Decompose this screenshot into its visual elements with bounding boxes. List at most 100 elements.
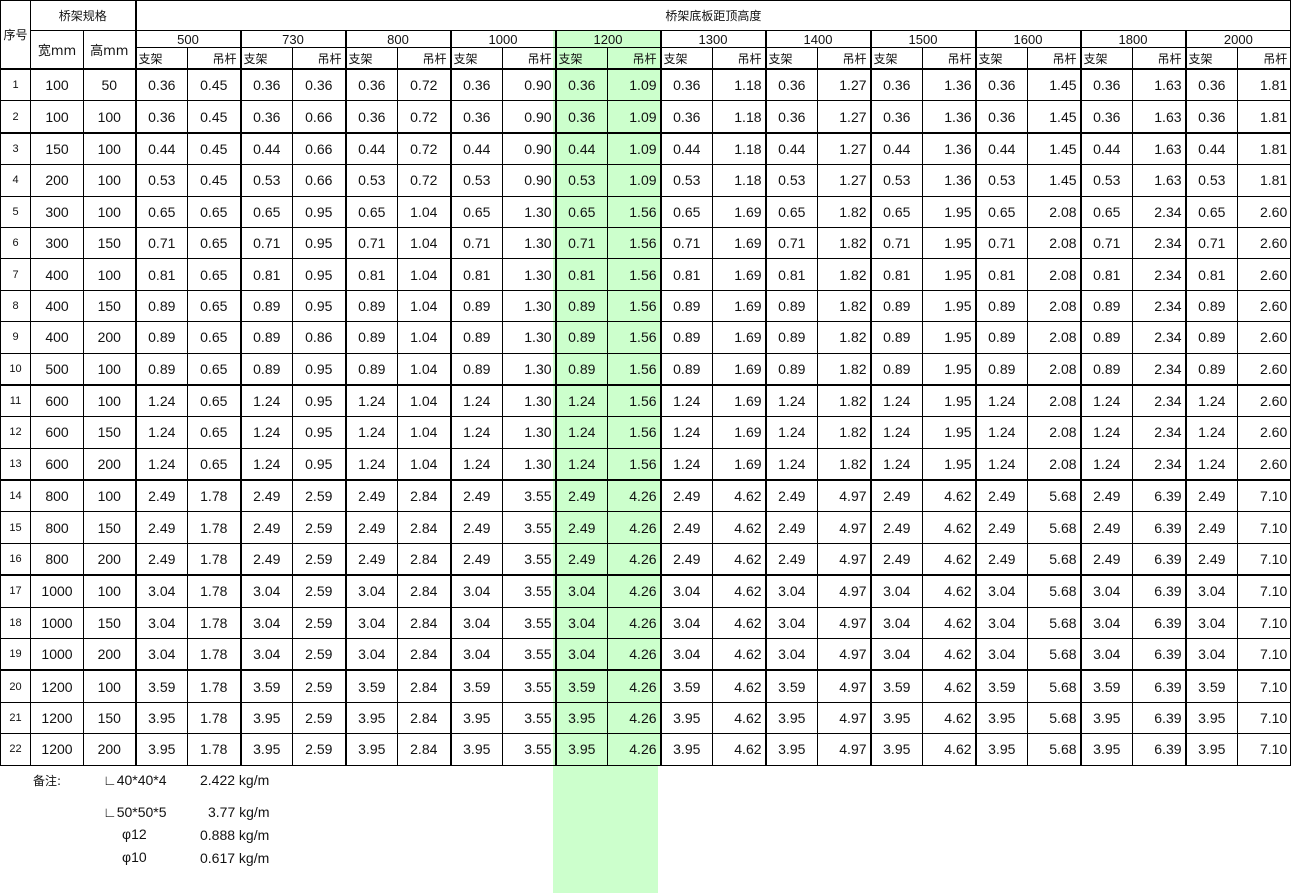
bracket-weight: 0.36	[659, 100, 714, 134]
rod-weight: 2.08	[1027, 447, 1082, 481]
rod-weight: 2.84	[397, 574, 452, 608]
table-row: 19 1000 200 3.04 1.78 3.04 2.59 3.04 2.84 3.04 3.5…	[0, 638, 1291, 671]
rod-weight: 4.97	[817, 479, 872, 513]
bracket-weight: 0.44	[344, 131, 399, 166]
bracket-weight: 0.44	[239, 131, 294, 166]
tray-width: 600	[30, 447, 84, 481]
rod-weight: 1.69	[712, 226, 767, 260]
bracket-weight: 2.49	[134, 479, 189, 513]
bracket-weight: 0.36	[344, 100, 399, 134]
bracket-weight: 1.24	[764, 416, 819, 449]
height-header: 高mm	[82, 30, 137, 70]
rod-weight: 0.72	[397, 68, 452, 102]
tray-width: 800	[30, 511, 84, 544]
bracket-weight: 3.95	[659, 701, 714, 735]
bracket-weight: 1.24	[1184, 416, 1239, 449]
bracket-weight: 0.53	[239, 164, 294, 197]
bracket-weight: 1.24	[1184, 383, 1239, 418]
bracket-weight: 0.36	[974, 68, 1029, 102]
bracket-weight: 3.95	[974, 701, 1029, 735]
rod-weight: 1.30	[502, 258, 557, 291]
rod-weight: 4.97	[817, 606, 872, 640]
row-number: 22	[0, 733, 31, 766]
bracket-weight: 3.59	[1184, 669, 1239, 703]
rod-weight: 2.08	[1027, 195, 1082, 228]
rod-weight: 4.97	[817, 669, 872, 703]
tray-height: 100	[82, 669, 137, 703]
rod-weight: 1.18	[712, 164, 767, 197]
bracket-weight: 2.49	[869, 511, 924, 544]
bracket-weight: 0.53	[764, 164, 819, 197]
bracket-weight: 0.81	[344, 258, 399, 291]
rod-weight: 4.62	[712, 669, 767, 703]
table-row: 3 150 100 0.44 0.45 0.44 0.66 0.44 0.72 0.44 0.90 0…	[0, 131, 1291, 166]
bracket-weight: 3.04	[764, 606, 819, 640]
rod-weight: 0.65	[187, 416, 242, 449]
bracket-weight: 3.04	[869, 574, 924, 608]
bracket-weight: 1.24	[1079, 447, 1134, 481]
bracket-weight: 3.95	[554, 701, 609, 735]
rod-header: 吊杆	[187, 47, 242, 70]
rod-weight: 3.55	[502, 479, 557, 513]
bracket-weight: 3.95	[449, 733, 504, 766]
bracket-weight: 0.89	[239, 289, 294, 323]
rod-header: 吊杆	[1027, 47, 1082, 70]
bracket-weight: 0.71	[554, 226, 609, 260]
bracket-weight: 3.59	[239, 669, 294, 703]
bracket-weight: 3.04	[974, 574, 1029, 608]
row-number: 5	[0, 195, 31, 228]
rod-weight: 2.34	[1132, 258, 1187, 291]
tray-height: 200	[82, 733, 137, 766]
tray-width: 500	[30, 352, 84, 386]
rod-weight: 0.95	[292, 416, 347, 449]
bracket-header: 支架	[659, 47, 714, 70]
bracket-weight: 1.24	[134, 447, 189, 481]
bracket-weight: 0.65	[449, 195, 504, 228]
rod-header: 吊杆	[607, 47, 662, 70]
bracket-weight: 3.04	[344, 638, 399, 671]
bracket-weight: 0.81	[764, 258, 819, 291]
rod-weight: 2.84	[397, 701, 452, 735]
rod-weight: 6.39	[1132, 574, 1187, 608]
rod-weight: 2.60	[1237, 289, 1291, 323]
bracket-weight: 0.89	[974, 352, 1029, 386]
rod-weight: 3.55	[502, 542, 557, 576]
rod-weight: 1.63	[1132, 100, 1187, 134]
bracket-weight: 0.53	[449, 164, 504, 197]
rod-weight: 0.65	[187, 383, 242, 418]
bracket-weight: 3.95	[1184, 733, 1239, 766]
rod-weight: 1.04	[397, 416, 452, 449]
tray-height: 100	[82, 164, 137, 197]
rod-weight: 1.27	[817, 131, 872, 166]
table-row: 21 1200 150 3.95 1.78 3.95 2.59 3.95 2.84 3.95 3.5…	[0, 701, 1291, 735]
rod-weight: 2.34	[1132, 352, 1187, 386]
bracket-weight: 0.89	[449, 321, 504, 354]
bracket-header: 支架	[1184, 47, 1239, 70]
row-number: 18	[0, 606, 31, 640]
rod-weight: 6.39	[1132, 542, 1187, 576]
bracket-weight: 0.89	[239, 321, 294, 354]
height-group-header: 1500	[869, 30, 977, 48]
row-number: 10	[0, 352, 31, 386]
bracket-weight: 1.24	[344, 383, 399, 418]
rod-weight: 1.30	[502, 195, 557, 228]
rod-weight: 2.34	[1132, 321, 1187, 354]
rod-weight: 1.04	[397, 195, 452, 228]
tray-height: 100	[82, 131, 137, 166]
rod-weight: 1.30	[502, 352, 557, 386]
tray-height: 100	[82, 195, 137, 228]
rod-weight: 2.34	[1132, 447, 1187, 481]
rod-weight: 1.04	[397, 289, 452, 323]
table-row: 5 300 100 0.65 0.65 0.65 0.95 0.65 1.04 0.65 1.30 0…	[0, 195, 1291, 228]
bracket-weight: 3.95	[869, 733, 924, 766]
table-row: 14 800 100 2.49 1.78 2.49 2.59 2.49 2.84 2.49 3.55…	[0, 479, 1291, 513]
bracket-weight: 0.44	[134, 131, 189, 166]
rod-weight: 1.82	[817, 447, 872, 481]
rod-weight: 2.08	[1027, 416, 1082, 449]
bracket-weight: 3.04	[1079, 574, 1134, 608]
bracket-weight: 0.65	[344, 195, 399, 228]
seq-header: 序号	[0, 0, 31, 70]
rod-weight: 1.18	[712, 100, 767, 134]
rod-weight: 0.65	[187, 195, 242, 228]
bracket-weight: 0.89	[554, 321, 609, 354]
